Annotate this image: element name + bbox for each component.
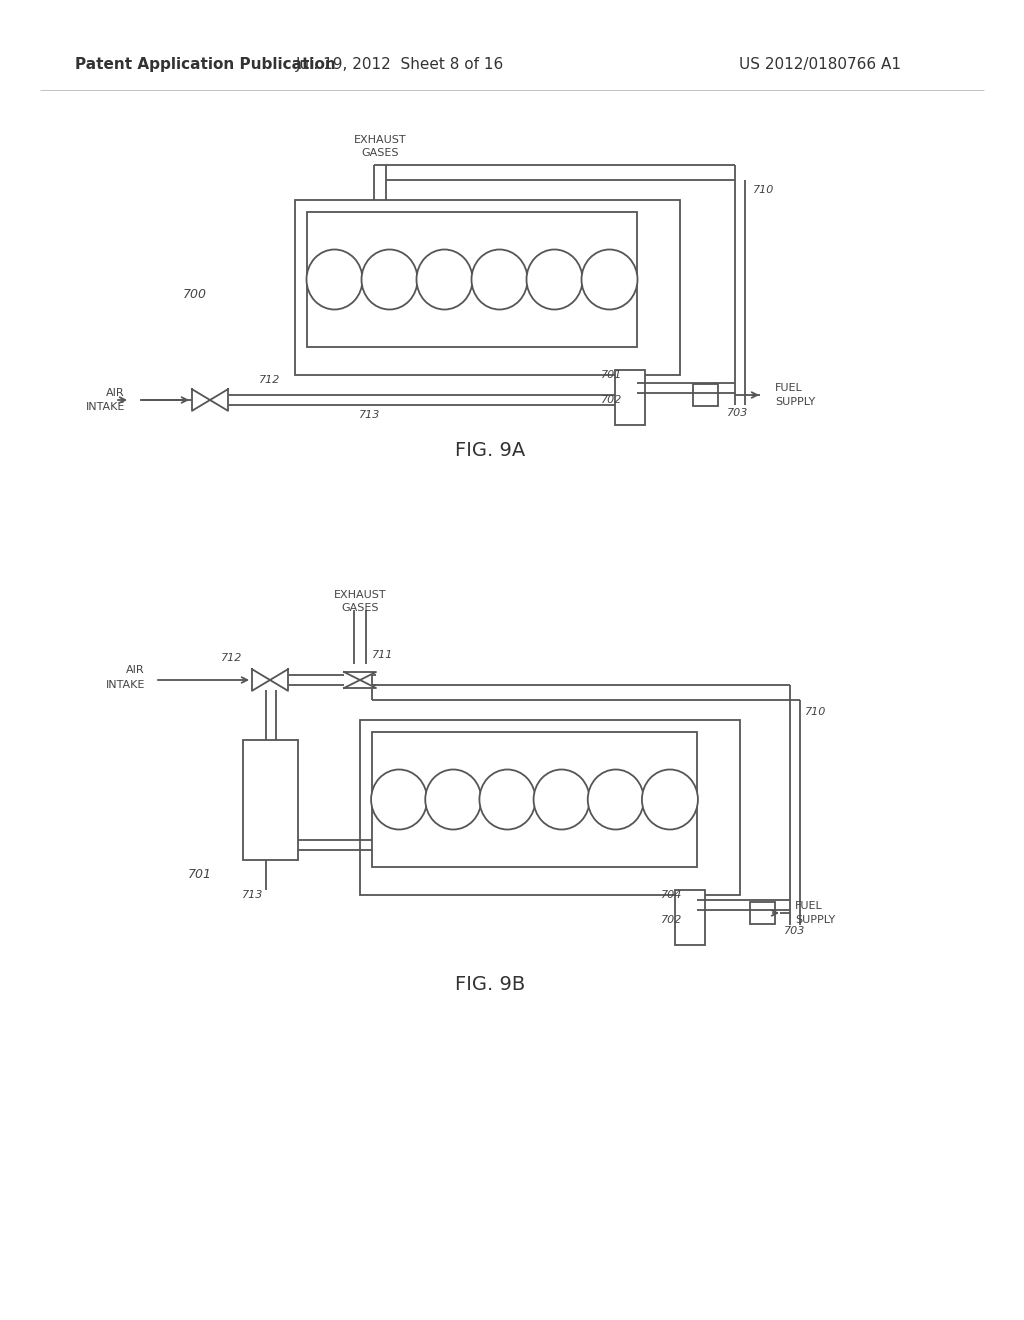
Polygon shape [210,389,228,411]
Text: INTAKE: INTAKE [86,403,125,412]
Text: GASES: GASES [341,603,379,612]
Text: 710: 710 [805,708,826,717]
Text: GASES: GASES [361,148,398,158]
Text: 710: 710 [753,185,774,195]
Ellipse shape [471,249,527,309]
Bar [295,201,680,375]
Polygon shape [344,672,376,680]
Ellipse shape [425,770,481,829]
Text: Jul. 19, 2012  Sheet 8 of 16: Jul. 19, 2012 Sheet 8 of 16 [296,58,504,73]
Text: 702: 702 [601,395,623,405]
Polygon shape [252,669,270,690]
Ellipse shape [479,770,536,829]
Ellipse shape [588,770,644,829]
Text: US 2012/0180766 A1: US 2012/0180766 A1 [739,58,901,73]
Text: 712: 712 [221,653,243,663]
Text: EXHAUST: EXHAUST [334,590,386,601]
Text: 704: 704 [662,890,683,900]
Ellipse shape [582,249,638,309]
Bar [692,384,718,407]
Polygon shape [270,669,288,690]
Text: 701: 701 [188,869,212,882]
Text: AIR: AIR [106,388,125,399]
Bar [750,902,774,924]
Ellipse shape [642,770,698,829]
Bar [615,370,645,425]
Text: FUEL: FUEL [795,902,822,911]
Text: 713: 713 [243,890,264,900]
Bar [243,741,298,861]
Text: 703: 703 [784,927,805,936]
Text: 711: 711 [372,649,393,660]
Text: AIR: AIR [126,665,145,675]
Polygon shape [344,680,376,688]
Bar [360,719,740,895]
Text: FUEL: FUEL [775,383,803,393]
Polygon shape [193,389,210,411]
Bar [307,213,637,347]
Text: 703: 703 [727,408,749,418]
Text: 702: 702 [662,915,683,925]
Ellipse shape [361,249,418,309]
Text: FIG. 9A: FIG. 9A [455,441,525,459]
Text: FIG. 9B: FIG. 9B [455,975,525,994]
Text: 700: 700 [183,289,207,301]
Ellipse shape [417,249,472,309]
Text: SUPPLY: SUPPLY [795,915,836,925]
Ellipse shape [526,249,583,309]
Text: INTAKE: INTAKE [105,680,145,690]
Bar [675,890,705,945]
Text: SUPPLY: SUPPLY [775,397,815,407]
Text: 713: 713 [359,411,381,420]
Ellipse shape [534,770,590,829]
Ellipse shape [371,770,427,829]
Text: Patent Application Publication: Patent Application Publication [75,58,336,73]
Text: 701: 701 [601,370,623,380]
Ellipse shape [306,249,362,309]
Bar [372,733,697,867]
Text: EXHAUST: EXHAUST [353,135,407,145]
Text: 712: 712 [259,375,281,385]
